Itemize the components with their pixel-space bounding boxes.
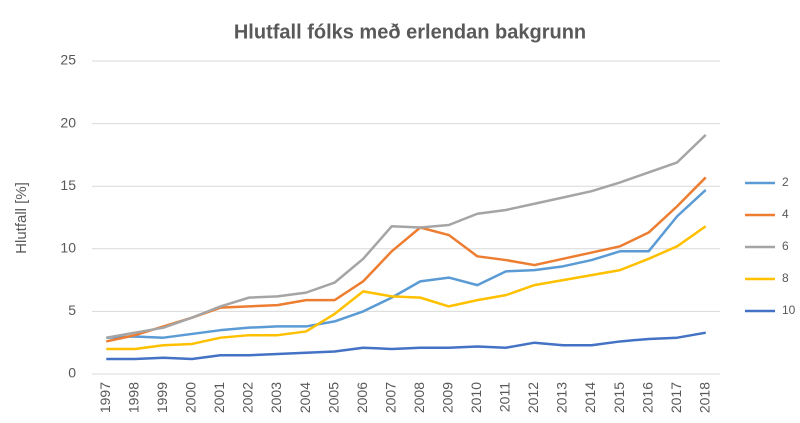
x-tick-label: 1998: [126, 382, 142, 413]
x-tick-label: 2011: [497, 382, 513, 412]
legend-label: 2: [782, 175, 789, 189]
x-tick-label: 2000: [183, 382, 199, 413]
data-line: [106, 225, 707, 351]
x-tick-label: 2009: [440, 382, 456, 413]
chart-title: Hlutfall fólks með erlendan bakgrunn: [234, 21, 586, 43]
x-tick-label: 2003: [268, 382, 284, 413]
legend-label: 4: [782, 207, 789, 221]
x-tick-label: 2017: [668, 382, 684, 413]
x-tick-label: 2018: [696, 382, 712, 413]
x-tick-label: 2001: [211, 382, 227, 413]
y-tick-label: 25: [60, 52, 76, 68]
legend-label: 10: [782, 303, 796, 317]
x-tick-label: 2006: [354, 382, 370, 413]
x-tick-label: 2005: [325, 382, 341, 413]
x-tick-label: 2002: [240, 382, 256, 413]
data-line: [106, 133, 707, 339]
legend-label: 6: [782, 239, 789, 253]
y-axis-label: Hlutfall [%]: [13, 182, 30, 254]
x-tick-label: 2013: [554, 382, 570, 413]
x-tick-label: 2015: [611, 382, 627, 413]
data-line: [106, 331, 706, 361]
y-tick-label: 20: [60, 114, 76, 130]
x-tick-label: 1999: [154, 382, 170, 413]
y-tick-label: 10: [60, 240, 76, 256]
x-tick-label: 2016: [639, 382, 655, 413]
x-tick-label: 1997: [97, 382, 113, 413]
y-tick-label: 5: [68, 302, 76, 318]
x-tick-label: 2008: [411, 382, 427, 413]
x-tick-label: 2014: [582, 382, 598, 413]
x-tick-label: 2007: [382, 382, 398, 413]
x-tick-label: 2004: [297, 382, 313, 413]
x-tick-label: 2012: [525, 382, 541, 413]
y-tick-label: 0: [68, 365, 76, 381]
y-tick-label: 15: [60, 177, 76, 193]
legend-label: 8: [782, 271, 789, 285]
x-tick-label: 2010: [468, 382, 484, 413]
data-line: [106, 189, 707, 339]
